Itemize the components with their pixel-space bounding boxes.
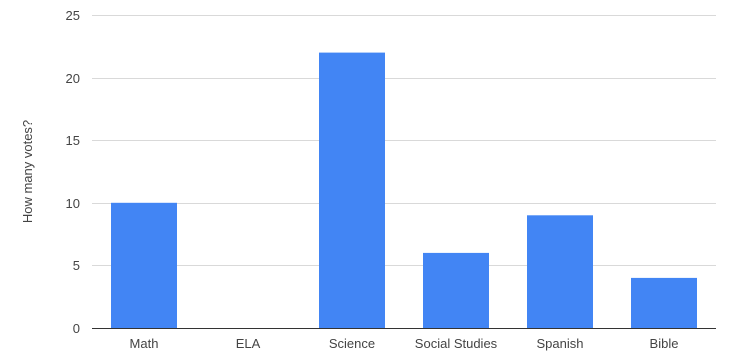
x-tick-label: ELA xyxy=(236,336,261,351)
bar-social-studies xyxy=(423,252,489,328)
bar-math xyxy=(111,202,177,328)
bar-bible xyxy=(631,277,697,328)
gridlines xyxy=(92,15,716,266)
y-tick-label: 15 xyxy=(66,133,80,148)
x-tick-label: Math xyxy=(130,336,159,351)
y-axis-ticks: 0 5 10 15 20 25 xyxy=(66,8,80,336)
bar-science xyxy=(319,52,385,328)
x-tick-label: Spanish xyxy=(537,336,584,351)
y-axis-title: How many votes? xyxy=(20,120,35,223)
y-tick-label: 0 xyxy=(73,321,80,336)
x-tick-label: Social Studies xyxy=(415,336,498,351)
x-tick-label: Bible xyxy=(650,336,679,351)
y-tick-label: 5 xyxy=(73,258,80,273)
y-tick-label: 10 xyxy=(66,196,80,211)
y-tick-label: 25 xyxy=(66,8,80,23)
x-tick-label: Science xyxy=(329,336,375,351)
bars xyxy=(111,52,697,328)
bar-spanish xyxy=(527,215,593,328)
y-tick-label: 20 xyxy=(66,71,80,86)
x-axis-ticks: Math ELA Science Social Studies Spanish Bible xyxy=(130,336,679,351)
